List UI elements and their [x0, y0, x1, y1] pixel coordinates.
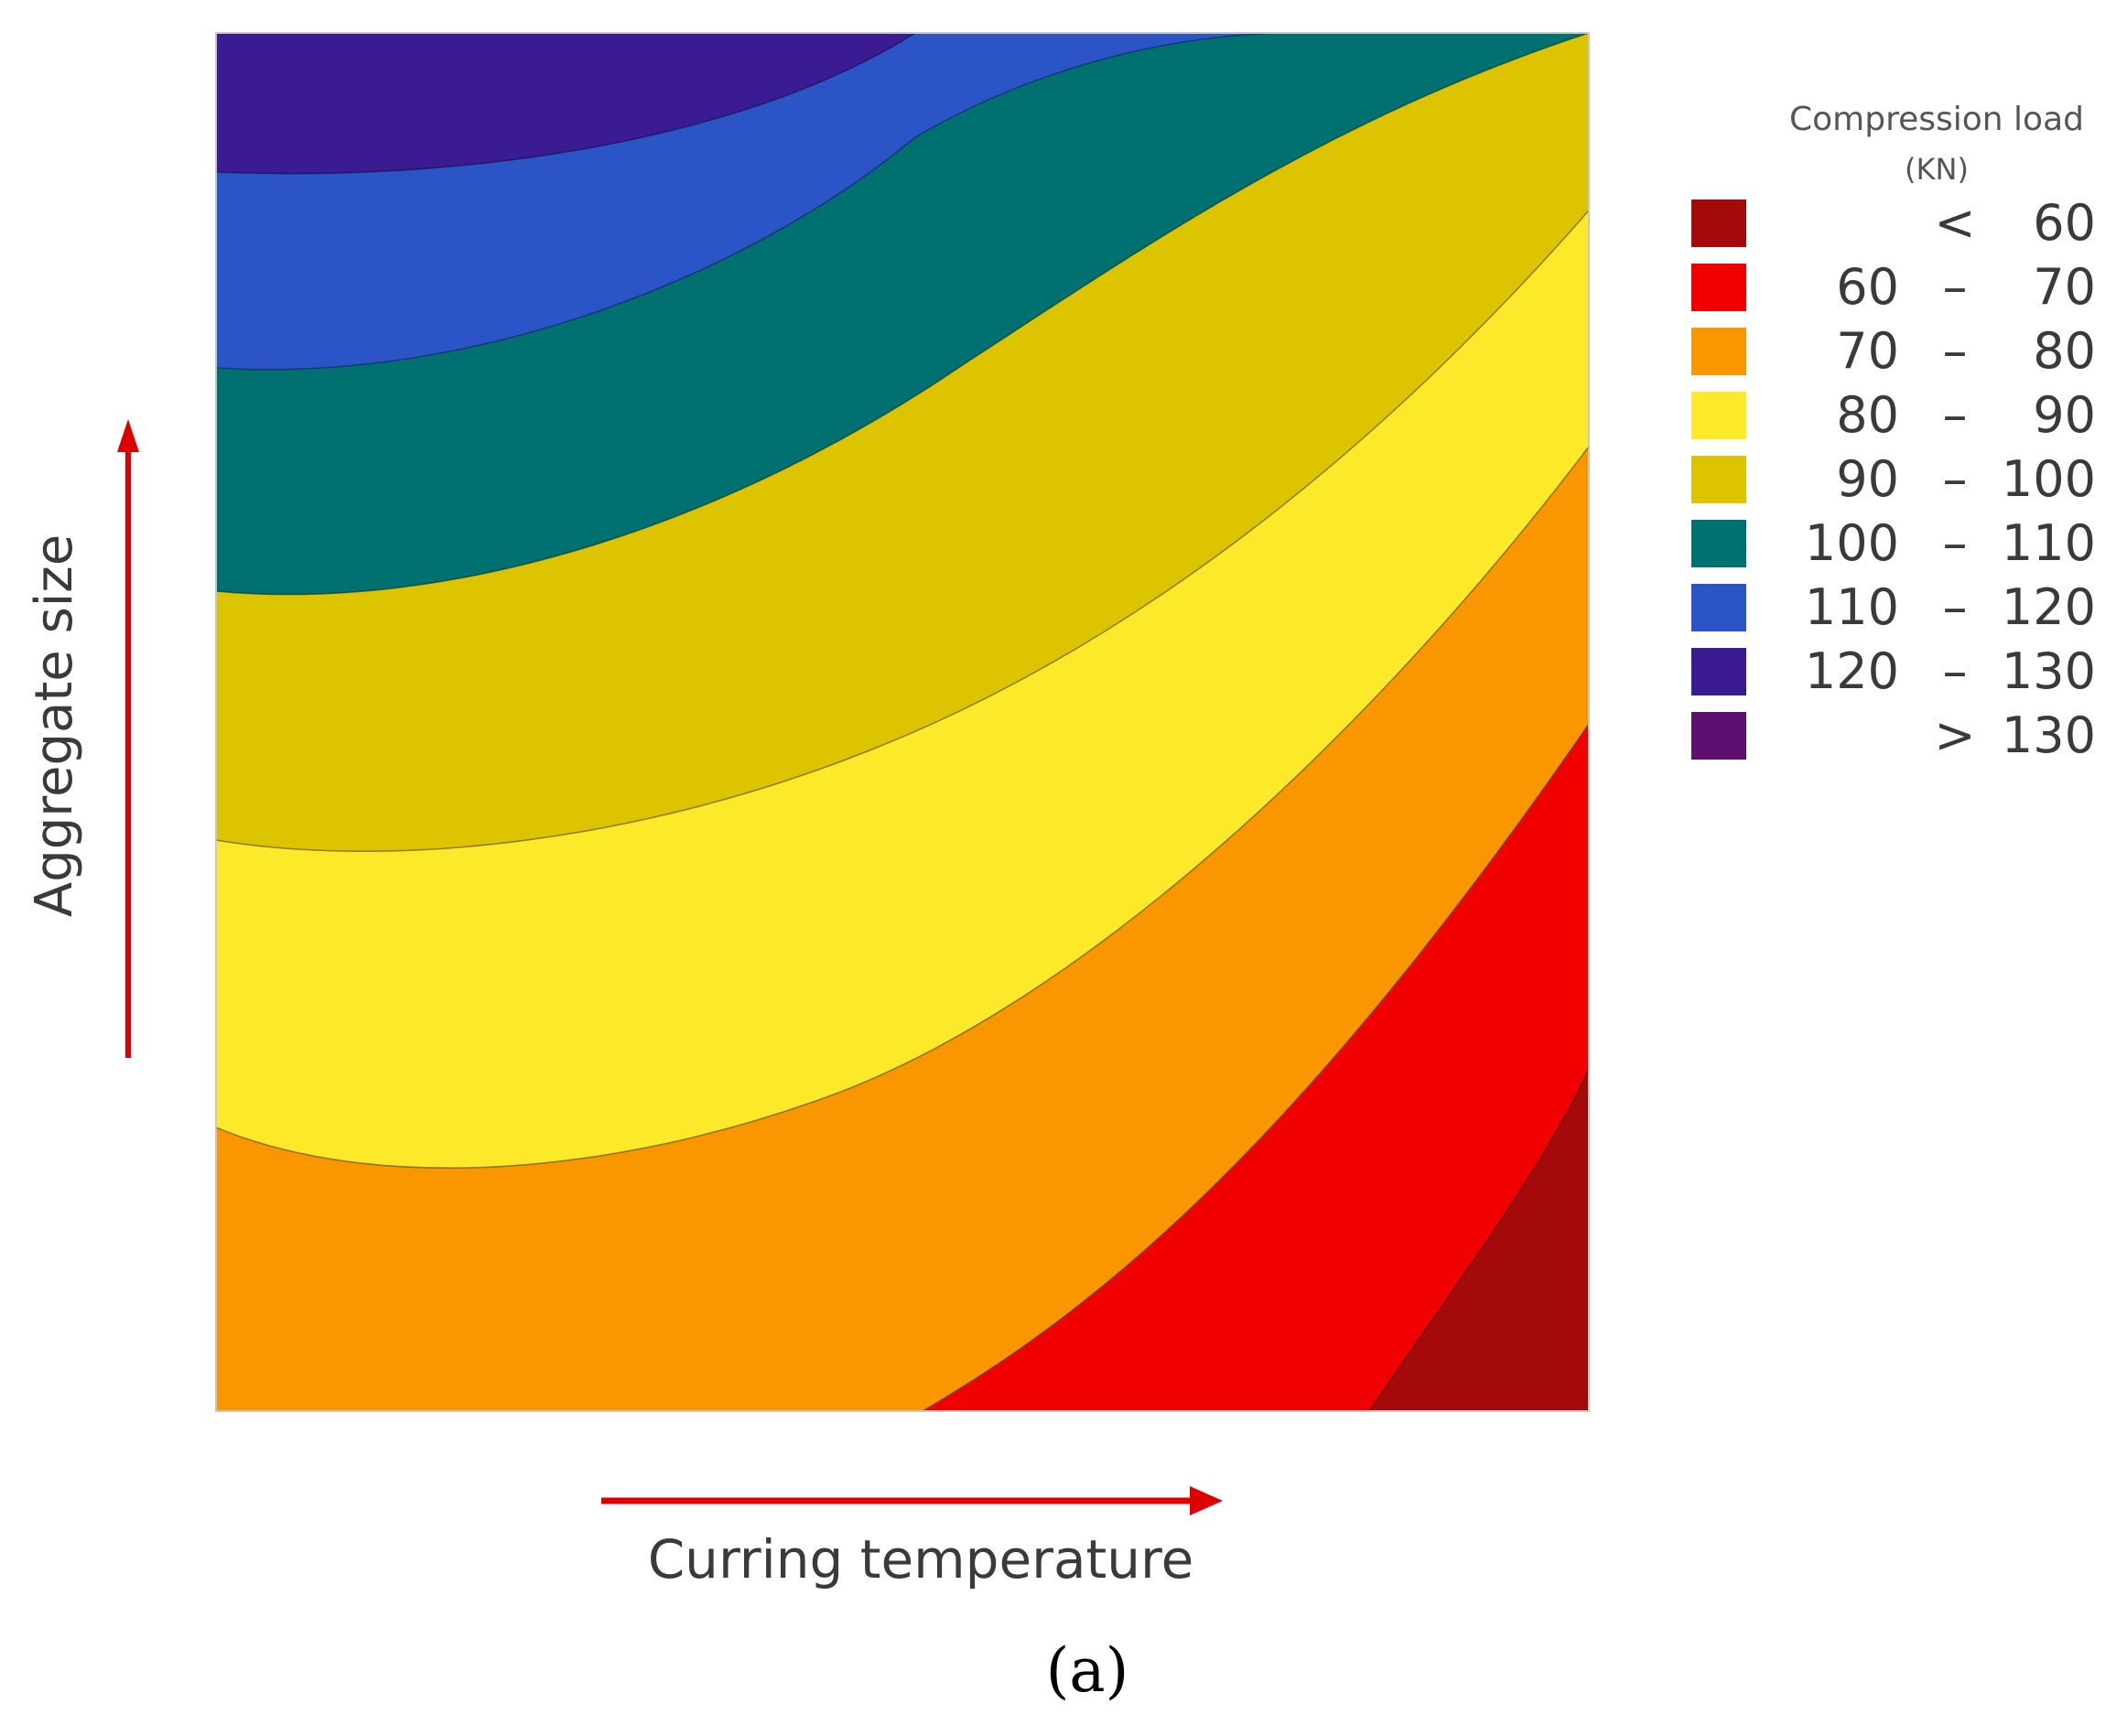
legend-low-value: 90	[1836, 450, 1899, 508]
legend-item: 80– 90	[1691, 386, 2096, 444]
legend-high-value: 130	[2002, 642, 2096, 700]
legend-title-line1: Compression load	[1789, 101, 2084, 138]
legend-high-value: 70	[2033, 258, 2096, 316]
y-axis-title: Aggregate size	[25, 534, 84, 917]
legend-operator: –	[1943, 386, 1968, 444]
legend-rows: <6060–7070–8080–9090–100100–110110–12012…	[1691, 194, 2096, 764]
legend-low-value: 100	[1805, 514, 1899, 572]
legend-high-value: 90	[2033, 386, 2096, 444]
legend-operator: >	[1934, 706, 1975, 764]
legend-swatch	[1691, 328, 1746, 375]
legend-low-value: 110	[1805, 578, 1899, 636]
legend-item: >130	[1691, 706, 2096, 764]
legend-operator: –	[1943, 450, 1968, 508]
legend-swatch	[1691, 712, 1746, 760]
legend-high-value: 80	[2033, 322, 2096, 380]
legend: Compression load (KN) <6060–7070–8080–90…	[1691, 101, 2096, 764]
legend-low-value: 70	[1836, 322, 1899, 380]
band-below-60	[1368, 1068, 1589, 1411]
legend-item: 60– 70	[1691, 258, 2096, 316]
legend-high-value: 120	[2002, 578, 2096, 636]
legend-low-value: 120	[1805, 642, 1899, 700]
legend-item: 120–130	[1691, 642, 2096, 700]
legend-operator: –	[1943, 258, 1968, 316]
legend-swatch	[1691, 199, 1746, 247]
legend-high-value: 100	[2002, 450, 2096, 508]
legend-item: 100–110	[1691, 514, 2096, 572]
legend-swatch	[1691, 584, 1746, 631]
legend-high-value: 60	[2033, 194, 2096, 252]
legend-swatch	[1691, 648, 1746, 695]
legend-low-value: 80	[1836, 386, 1899, 444]
legend-operator: –	[1943, 322, 1968, 380]
x-axis-title: Curring temperature	[648, 1528, 1194, 1590]
legend-operator: –	[1943, 514, 1968, 572]
legend-item: 70– 80	[1691, 322, 2096, 380]
legend-operator: –	[1943, 578, 1968, 636]
legend-swatch	[1691, 264, 1746, 311]
figure-caption: (a)	[1046, 1635, 1129, 1706]
band-120-130	[216, 33, 917, 175]
legend-item: <60	[1691, 194, 2096, 252]
legend-swatch	[1691, 520, 1746, 567]
plot-frame	[215, 32, 1590, 1412]
legend-swatch	[1691, 456, 1746, 503]
caption-background	[0, 1601, 2127, 1736]
x-axis-arrow	[601, 1486, 1223, 1515]
legend-item: 110–120	[1691, 578, 2096, 636]
legend-low-value: 60	[1836, 258, 1899, 316]
legend-high-value: 110	[2002, 514, 2096, 572]
y-axis-arrow	[117, 419, 139, 1058]
band-60-70	[921, 722, 1589, 1411]
legend-operator: –	[1943, 642, 1968, 700]
legend-item: 90–100	[1691, 450, 2096, 508]
legend-high-value: 130	[2002, 706, 2096, 764]
legend-title-line2: (KN)	[1905, 152, 1969, 187]
contour-plot	[215, 32, 1590, 1412]
legend-swatch	[1691, 392, 1746, 439]
legend-operator: <	[1934, 194, 1975, 252]
